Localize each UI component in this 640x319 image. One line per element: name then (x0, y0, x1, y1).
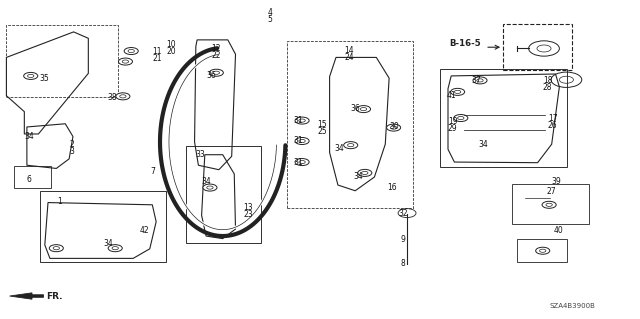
Text: 4: 4 (268, 8, 273, 17)
Text: 19: 19 (448, 117, 458, 126)
Text: 13: 13 (243, 203, 253, 212)
Circle shape (295, 159, 309, 166)
Text: 40: 40 (554, 226, 563, 235)
Text: 18: 18 (543, 76, 552, 85)
Text: 29: 29 (448, 124, 458, 133)
Text: 7: 7 (150, 167, 156, 176)
Text: 23: 23 (243, 210, 253, 219)
Text: 12: 12 (211, 44, 221, 53)
Circle shape (473, 77, 487, 84)
Circle shape (24, 72, 38, 79)
Text: 36: 36 (206, 71, 216, 80)
Text: 34: 34 (201, 177, 211, 186)
Text: 32: 32 (398, 209, 408, 218)
Text: 2: 2 (69, 140, 74, 149)
Text: 26: 26 (548, 121, 557, 130)
Circle shape (536, 247, 550, 254)
Circle shape (118, 58, 132, 65)
Text: 22: 22 (211, 51, 221, 60)
Circle shape (209, 69, 223, 76)
Bar (440, 69, 567, 167)
Text: 31: 31 (293, 158, 303, 167)
Text: 27: 27 (547, 187, 556, 196)
Text: 34: 34 (353, 172, 363, 181)
Circle shape (542, 201, 556, 208)
Text: 34: 34 (479, 140, 488, 149)
Text: FR.: FR. (46, 292, 63, 300)
Bar (40, 191, 166, 262)
Text: 38: 38 (108, 93, 117, 102)
Text: 14: 14 (344, 46, 354, 55)
Text: 3: 3 (69, 147, 74, 156)
Bar (503, 24, 572, 70)
Text: 8: 8 (401, 259, 405, 268)
Text: 31: 31 (293, 116, 303, 125)
Circle shape (108, 245, 122, 252)
Circle shape (358, 169, 372, 176)
Text: 42: 42 (140, 226, 149, 235)
Circle shape (295, 137, 309, 145)
Text: B-16-5: B-16-5 (449, 39, 481, 48)
Text: 1: 1 (58, 197, 62, 206)
Text: 41: 41 (447, 91, 456, 100)
Circle shape (344, 142, 358, 149)
Bar (512, 184, 589, 224)
Circle shape (203, 184, 217, 191)
Text: 33: 33 (196, 150, 205, 159)
Circle shape (454, 115, 468, 122)
Circle shape (387, 124, 401, 131)
Circle shape (124, 48, 138, 55)
Text: 10: 10 (166, 40, 176, 49)
Text: 39: 39 (552, 177, 561, 186)
Circle shape (295, 117, 309, 124)
Text: 11: 11 (152, 47, 162, 56)
Text: 36: 36 (351, 104, 360, 113)
Text: SZA4B3900B: SZA4B3900B (549, 303, 595, 308)
Bar (6, 25, 118, 97)
Text: 30: 30 (389, 122, 399, 131)
Bar (517, 239, 567, 262)
Bar (287, 41, 413, 208)
Text: 15: 15 (317, 120, 327, 129)
Text: 34: 34 (24, 132, 34, 141)
Text: 16: 16 (387, 183, 397, 192)
Bar (14, 166, 51, 188)
Text: 35: 35 (40, 74, 49, 83)
Text: 17: 17 (548, 114, 557, 122)
Text: 34: 34 (104, 239, 113, 248)
Circle shape (116, 93, 130, 100)
Text: 37: 37 (471, 76, 481, 85)
Text: 25: 25 (317, 127, 327, 136)
Text: 31: 31 (293, 137, 303, 145)
Circle shape (356, 106, 371, 113)
Text: 5: 5 (268, 15, 273, 24)
Text: 34: 34 (334, 144, 344, 153)
Text: 24: 24 (344, 53, 354, 62)
Text: 28: 28 (543, 83, 552, 92)
Text: 9: 9 (401, 235, 406, 244)
Circle shape (49, 245, 63, 252)
Text: 6: 6 (27, 175, 32, 184)
Circle shape (451, 88, 465, 95)
Text: 20: 20 (166, 47, 176, 56)
Text: 21: 21 (152, 54, 162, 63)
Polygon shape (10, 293, 44, 299)
Bar (186, 146, 261, 243)
